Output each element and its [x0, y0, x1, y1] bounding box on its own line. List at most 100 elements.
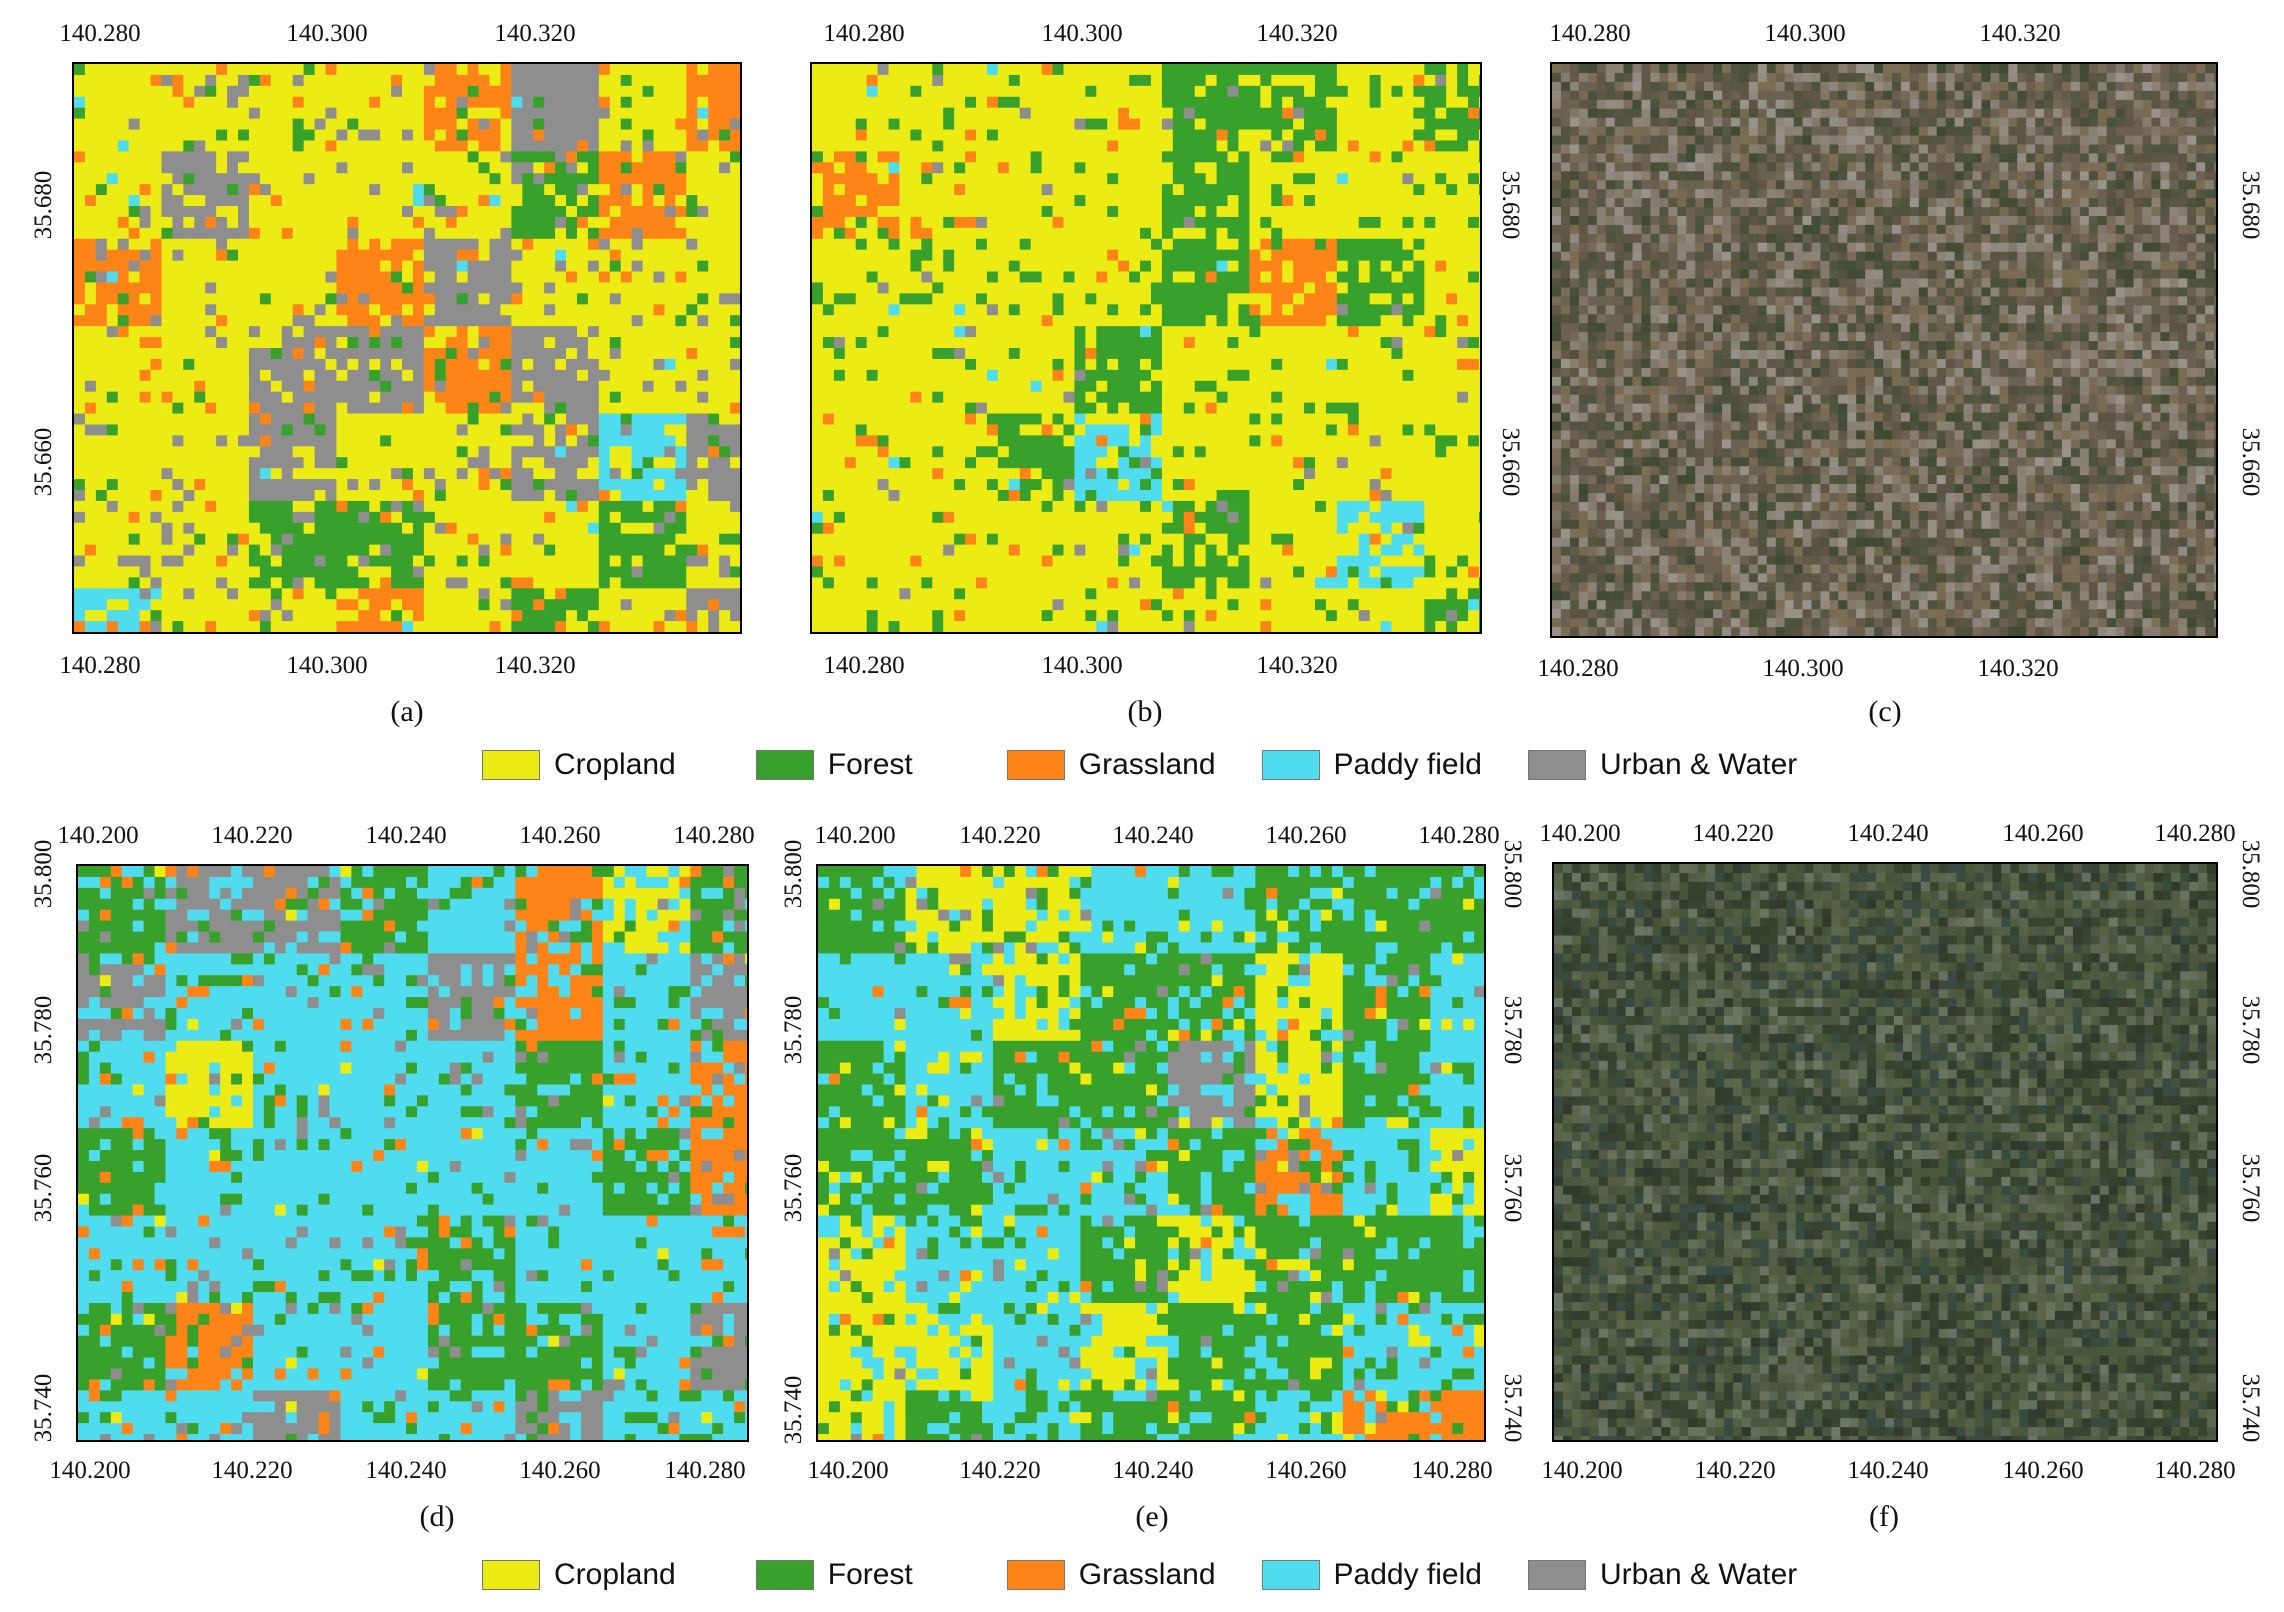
landcover-cell [500, 555, 512, 567]
landcover-cell [555, 96, 567, 109]
landcover-cell [576, 413, 589, 425]
landcover-cell [303, 599, 316, 611]
landcover-cell [576, 173, 589, 185]
landcover-cell [1183, 140, 1196, 152]
landcover-cell [686, 238, 698, 251]
landcover-cell [653, 64, 665, 76]
landcover-cell [281, 74, 294, 87]
landcover-cell [1216, 369, 1229, 382]
landcover-cell [1041, 162, 1054, 174]
landcover-cell [1118, 206, 1130, 218]
landcover-cell [1052, 162, 1064, 174]
landcover-cell [866, 358, 879, 371]
landcover-cell [434, 369, 447, 382]
landcover-cell [303, 348, 316, 360]
landcover-cell [259, 249, 272, 262]
landcover-cell [1129, 369, 1141, 382]
landcover-cell [1008, 74, 1021, 87]
landcover-cell [205, 282, 217, 294]
landcover-cell [402, 260, 414, 273]
landcover-cell [620, 413, 633, 425]
landcover-cell [1424, 140, 1436, 152]
landcover-cell [402, 293, 414, 305]
landcover-cell [1227, 315, 1239, 327]
landcover-cell [1358, 238, 1371, 251]
landcover-cell [921, 304, 933, 316]
landcover-cell [664, 555, 676, 567]
landcover-cell [161, 577, 173, 589]
landcover-cell [1282, 282, 1294, 294]
landcover-cell [84, 577, 97, 589]
landcover-cell [369, 610, 381, 622]
landcover-cell [194, 315, 206, 327]
landcover-cell [1249, 249, 1261, 262]
landcover-cell [1030, 315, 1043, 327]
landcover-cell [1282, 238, 1294, 251]
landcover-cell [74, 490, 86, 502]
landcover-cell [347, 315, 359, 327]
landcover-cell [325, 304, 337, 316]
landcover-cell [1096, 304, 1108, 316]
landcover-cell [84, 282, 97, 294]
landcover-cell [128, 64, 141, 76]
landcover-cell [183, 293, 195, 305]
landcover-cell [1107, 162, 1119, 174]
landcover-cell [172, 107, 184, 120]
landcover-cell [74, 271, 86, 283]
landcover-cell [281, 195, 294, 207]
landcover-cell [620, 85, 633, 98]
landcover-cell [544, 74, 556, 87]
landcover-cell [391, 206, 403, 218]
landcover-cell [1118, 304, 1130, 316]
landcover-cell [877, 85, 890, 98]
landcover-cell [686, 173, 698, 185]
landcover-cell [358, 500, 370, 513]
landcover-cell [292, 151, 305, 163]
landcover-cell [1402, 64, 1414, 76]
landcover-cell [1435, 369, 1447, 382]
landcover-cell [877, 380, 890, 393]
landcover-cell [943, 74, 955, 87]
landcover-cell [1085, 195, 1097, 207]
landcover-cell [205, 216, 217, 229]
landcover-cell [314, 413, 326, 425]
landcover-cell [172, 249, 184, 262]
landcover-cell [1030, 337, 1043, 349]
landcover-cell [227, 293, 239, 305]
landcover-cell [183, 468, 195, 480]
landcover-cell [238, 490, 250, 502]
landcover-cell [445, 216, 458, 229]
landcover-cell [686, 555, 698, 567]
landcover-cell [566, 151, 578, 163]
landcover-cell [697, 621, 709, 632]
landcover-cell [1074, 304, 1086, 316]
landcover-cell [609, 304, 622, 316]
landcover-cell [1468, 151, 1480, 163]
landcover-cell [708, 402, 720, 415]
landcover-cell [697, 129, 709, 141]
landcover-cell [730, 129, 740, 141]
landcover-cell [943, 380, 955, 393]
landcover-cell [697, 490, 709, 502]
landcover-cell [833, 304, 846, 316]
landcover-cell [1238, 216, 1250, 229]
landcover-cell [445, 173, 458, 185]
landcover-cell [812, 260, 824, 273]
landcover-cell [866, 271, 879, 283]
landcover-cell [139, 293, 152, 305]
landcover-cell [997, 304, 1010, 316]
landcover-cell [194, 118, 206, 131]
landcover-cell [1325, 64, 1338, 76]
landcover-cell [1227, 206, 1239, 218]
landcover-cell [369, 413, 381, 425]
landcover-cell [522, 402, 534, 415]
landcover-cell [139, 315, 152, 327]
landcover-cell [423, 304, 436, 316]
landcover-cell [976, 74, 988, 87]
landcover-cell [1249, 216, 1261, 229]
landcover-cell [478, 173, 491, 185]
landcover-cell [402, 162, 414, 174]
landcover-cell [303, 402, 316, 415]
landcover-cell [866, 184, 879, 196]
landcover-cell [467, 358, 480, 371]
